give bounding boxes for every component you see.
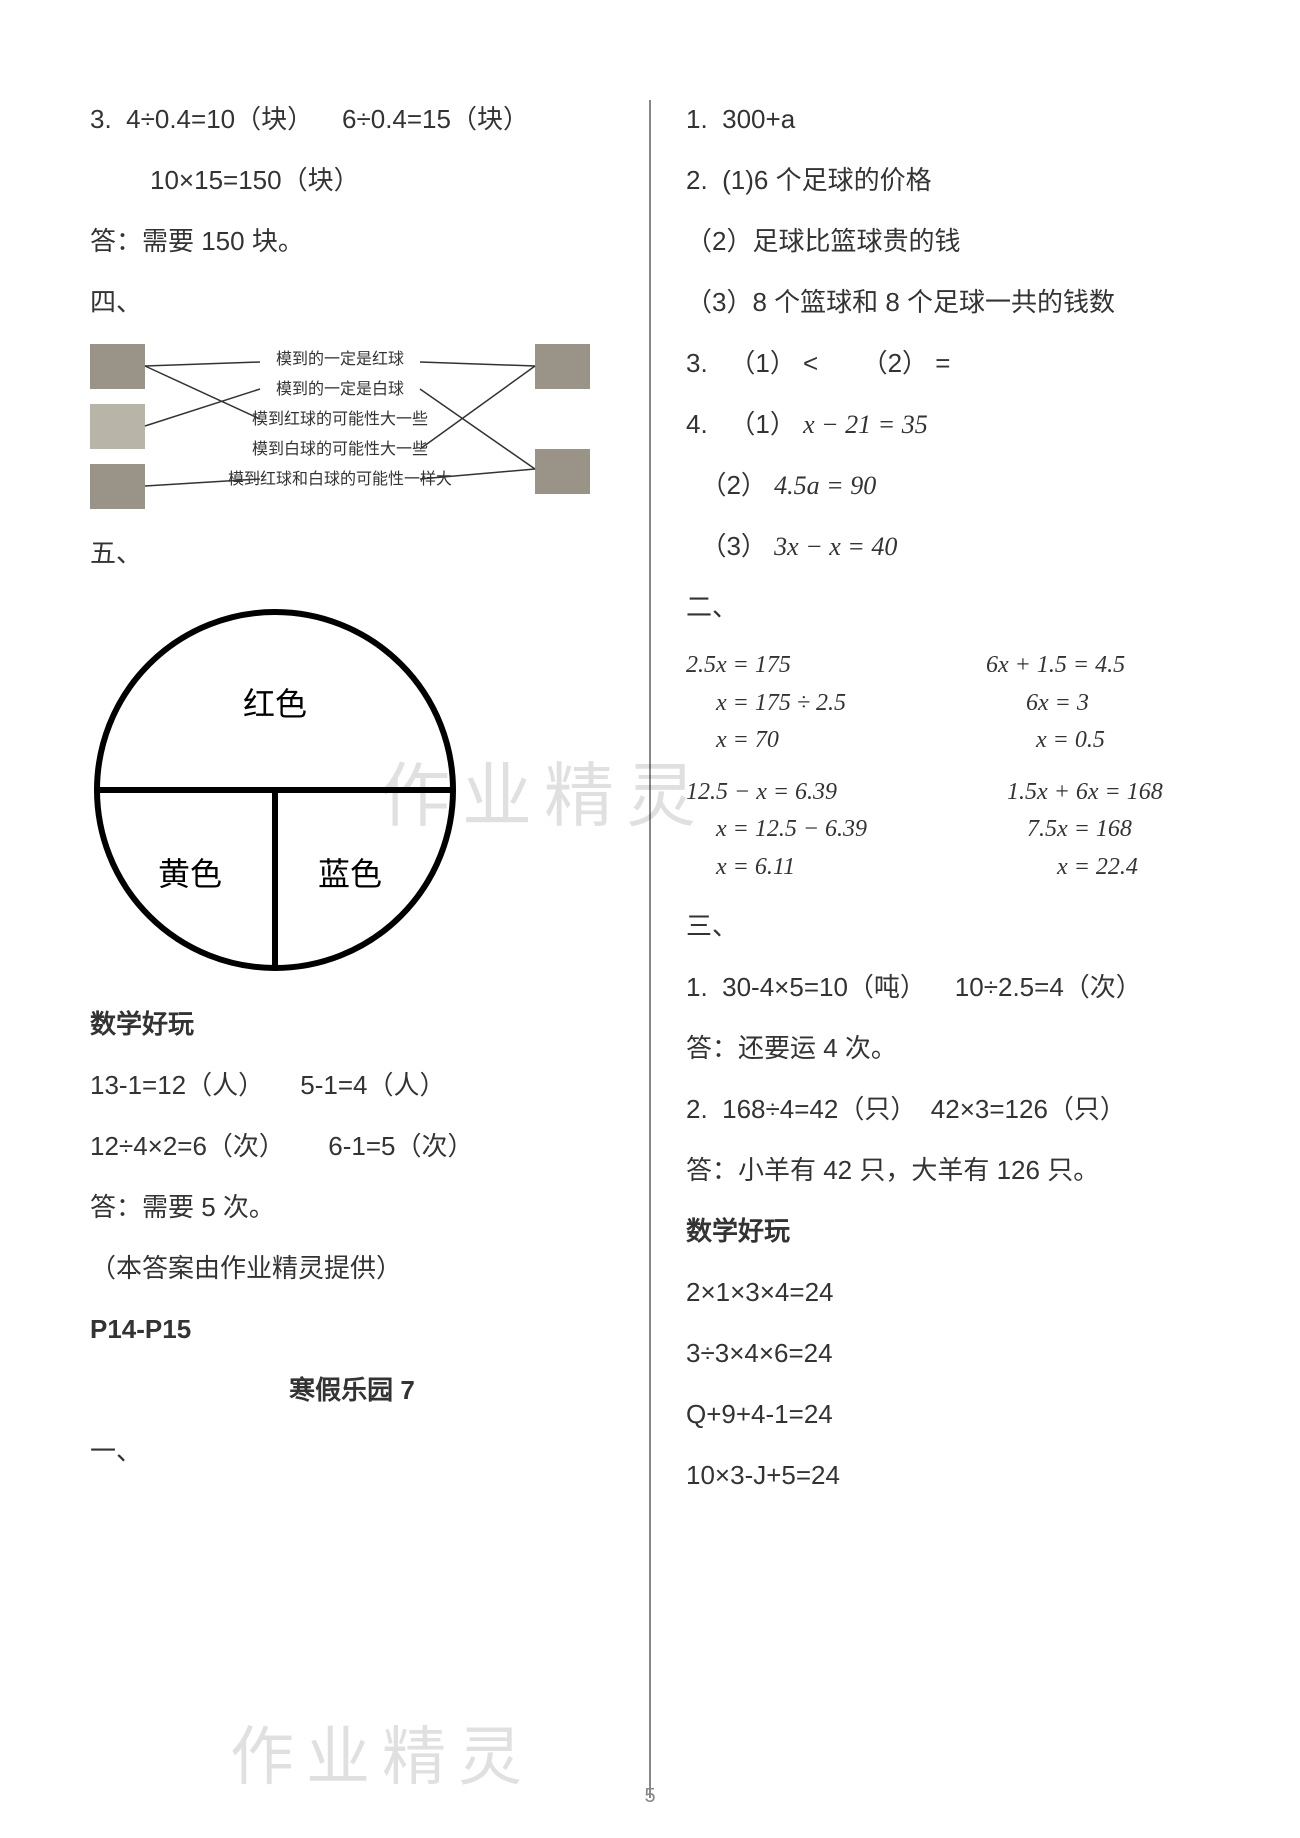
- fun-eq-1: 2×1×3×4=24: [686, 1273, 1210, 1312]
- s3-2a: 答：小羊有 42 只，大羊有 126 只。: [686, 1151, 1210, 1190]
- svg-text:模到红球和白球的可能性一样大: 模到红球和白球的可能性一样大: [228, 470, 452, 488]
- s3-1a: 答：还要运 4 次。: [686, 1029, 1210, 1068]
- r3: 3. （1） < （2） =: [686, 344, 1210, 383]
- svg-text:模到的一定是红球: 模到的一定是红球: [276, 350, 404, 368]
- q3-line1: 3. 4÷0.4=10（块） 6÷0.4=15（块）: [90, 100, 614, 139]
- eq-group-2: 12.5 − x = 6.39 x = 12.5 − 6.39 x = 6.11…: [686, 776, 1210, 889]
- q3-line2: 10×15=150（块）: [90, 161, 614, 200]
- q3-answer: 答：需要 150 块。: [90, 222, 614, 261]
- fun-eq-2: 3÷3×4×6=24: [686, 1334, 1210, 1373]
- math-fun-title-left: 数学好玩: [90, 1005, 614, 1044]
- r4b: （2） 4.5a = 90: [686, 466, 1210, 505]
- svg-text:模到白球的可能性大一些: 模到白球的可能性大一些: [252, 440, 428, 458]
- section-3-heading: 三、: [686, 907, 1210, 946]
- pie-label-blue: 蓝色: [318, 856, 382, 892]
- pie-label-red: 红色: [243, 686, 307, 722]
- section-4-heading: 四、: [90, 283, 614, 322]
- fun-eq-3: Q+9+4-1=24: [686, 1395, 1210, 1434]
- fun-calc-1: 13-1=12（人） 5-1=4（人）: [90, 1066, 614, 1105]
- s3-1: 1. 30-4×5=10（吨） 10÷2.5=4（次）: [686, 968, 1210, 1007]
- fun-calc-2: 12÷4×2=6（次） 6-1=5（次）: [90, 1127, 614, 1166]
- r4c: （3） 3x − x = 40: [686, 527, 1210, 566]
- r2c: （3）8 个篮球和 8 个足球一共的钱数: [686, 283, 1210, 322]
- matching-diagram: 模到的一定是红球 模到的一定是白球 模到红球的可能性大一些 模到白球的可能性大一…: [90, 344, 590, 514]
- s3-2: 2. 168÷4=42（只） 42×3=126（只）: [686, 1090, 1210, 1129]
- r2b: （2）足球比篮球贵的钱: [686, 222, 1210, 261]
- page-range: P14-P15: [90, 1310, 614, 1349]
- svg-text:模到红球的可能性大一些: 模到红球的可能性大一些: [252, 410, 428, 428]
- pie-label-yellow: 黄色: [158, 856, 222, 892]
- column-divider: [649, 100, 651, 1798]
- math-fun-title-right: 数学好玩: [686, 1212, 1210, 1251]
- r4a: 4. （1） x − 21 = 35: [686, 405, 1210, 444]
- r1: 1. 300+a: [686, 100, 1210, 139]
- r2: 2. (1)6 个足球的价格: [686, 161, 1210, 200]
- credit-text: （本答案由作业精灵提供）: [90, 1249, 614, 1288]
- fun-answer: 答：需要 5 次。: [90, 1188, 614, 1227]
- page-number: 5: [644, 1785, 655, 1808]
- section-5-heading: 五、: [90, 534, 614, 573]
- svg-text:模到的一定是白球: 模到的一定是白球: [276, 380, 404, 398]
- section-2-heading: 二、: [686, 588, 1210, 627]
- eq-group-1: 2.5x = 175 x = 175 ÷ 2.5 x = 70 6x + 1.5…: [686, 649, 1210, 762]
- pie-chart: 红色 黄色 蓝色: [90, 605, 460, 975]
- section-1-heading: 一、: [90, 1432, 614, 1471]
- title-lesson-7: 寒假乐园 7: [90, 1371, 614, 1410]
- fun-eq-4: 10×3-J+5=24: [686, 1456, 1210, 1495]
